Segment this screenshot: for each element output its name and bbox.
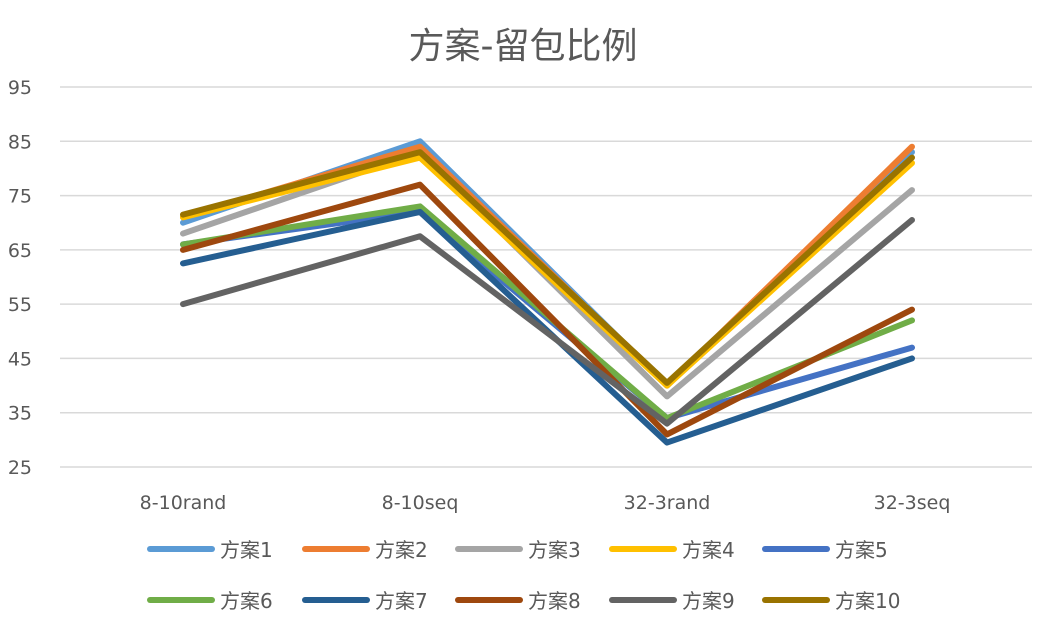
- legend-item: 方案7: [302, 589, 428, 613]
- legend-label: 方案8: [528, 589, 581, 613]
- y-tick-label: 95: [8, 77, 32, 99]
- legend: 方案1 方案2 方案3 方案4 方案5 方案6 方案7 方案8 方案9 方案10: [147, 538, 900, 613]
- series-line-10: [180, 149, 915, 386]
- legend-label: 方案10: [835, 589, 900, 613]
- x-category-label: 32-3rand: [624, 492, 711, 514]
- y-tick-label: 65: [8, 240, 32, 262]
- series-line-7: [180, 208, 915, 446]
- y-tick-label: 25: [8, 457, 32, 479]
- chart-title: 方案-留包比例: [409, 26, 638, 67]
- legend-label: 方案6: [220, 589, 273, 613]
- gridlines: [60, 86, 1032, 468]
- x-category-label: 32-3seq: [874, 492, 951, 514]
- legend-label: 方案1: [220, 538, 273, 562]
- y-tick-label: 55: [8, 294, 32, 316]
- y-tick-label: 85: [8, 131, 32, 153]
- x-category-label: 8-10rand: [140, 492, 227, 514]
- legend-label: 方案9: [682, 589, 735, 613]
- series-line-8: [180, 181, 915, 438]
- legend-item: 方案1: [147, 538, 273, 562]
- y-tick-label: 45: [8, 348, 32, 370]
- y-axis-ticks: 25 35 45 55 65 75 85 95: [8, 77, 32, 479]
- legend-label: 方案2: [375, 538, 428, 562]
- legend-label: 方案3: [528, 538, 581, 562]
- x-category-label: 8-10seq: [382, 492, 459, 514]
- legend-item: 方案9: [609, 589, 735, 613]
- legend-label: 方案7: [375, 589, 428, 613]
- y-tick-label: 35: [8, 403, 32, 425]
- legend-item: 方案8: [455, 589, 581, 613]
- legend-item: 方案3: [455, 538, 581, 562]
- legend-label: 方案4: [682, 538, 735, 562]
- series-line-9: [180, 217, 915, 427]
- y-tick-label: 75: [8, 186, 32, 208]
- series-lines: [180, 138, 915, 446]
- legend-item: 方案4: [609, 538, 735, 562]
- legend-label: 方案5: [835, 538, 888, 562]
- legend-item: 方案10: [762, 589, 900, 613]
- legend-item: 方案6: [147, 589, 273, 613]
- x-axis-categories: 8-10rand 8-10seq 32-3rand 32-3seq: [140, 492, 951, 514]
- legend-item: 方案2: [302, 538, 428, 562]
- legend-item: 方案5: [762, 538, 888, 562]
